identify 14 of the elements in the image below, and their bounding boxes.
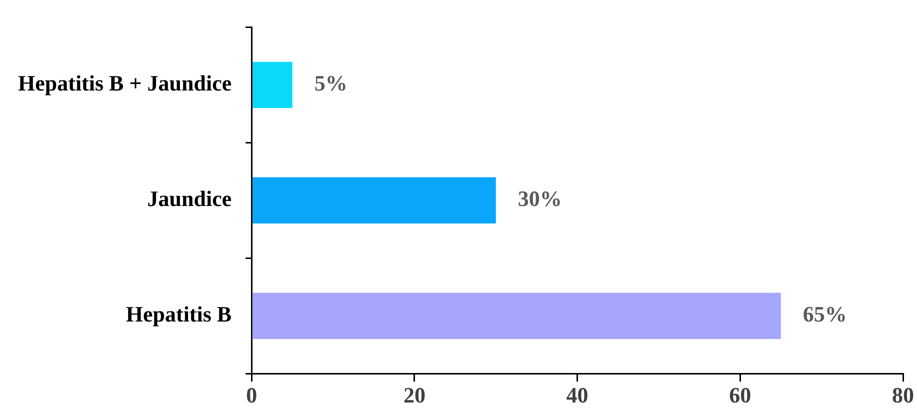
y-tick-label: Jaundice: [147, 186, 232, 212]
bar: [252, 62, 292, 108]
bar: [252, 292, 781, 339]
y-tick-label: Hepatitis B + Jaundice: [18, 70, 232, 96]
x-tick-label: 20: [403, 382, 426, 408]
x-tick-label: 60: [729, 382, 752, 408]
y-tick-label: Hepatitis B: [126, 302, 232, 327]
x-tick-label: 40: [566, 382, 588, 408]
data-label: 5%: [314, 70, 348, 96]
x-tick-label: 80: [892, 382, 914, 408]
data-label: 30%: [518, 186, 562, 212]
data-label: 65%: [802, 302, 847, 327]
bar: [252, 177, 496, 224]
x-tick-label: 0: [246, 382, 258, 408]
